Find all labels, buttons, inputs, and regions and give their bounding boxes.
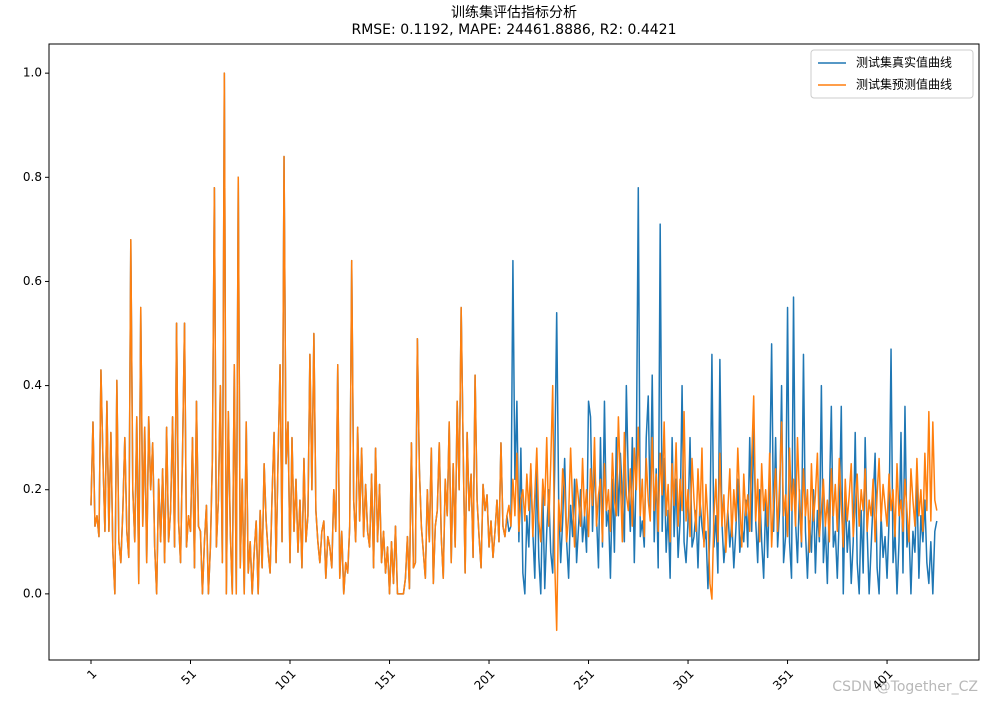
chart-title: 训练集评估指标分析 bbox=[451, 4, 577, 21]
y-tick-label: 0.8 bbox=[23, 170, 42, 184]
watermark: CSDN @Together_CZ bbox=[832, 679, 978, 695]
y-tick-label: 0.0 bbox=[23, 586, 42, 600]
legend-box bbox=[810, 49, 974, 99]
x-tick-label: 301 bbox=[671, 667, 697, 693]
x-tick-label: 351 bbox=[770, 667, 796, 693]
y-tick-label: 0.2 bbox=[23, 482, 42, 496]
plot-frame bbox=[48, 43, 980, 661]
x-tick-label: 201 bbox=[472, 667, 498, 693]
x-tick-label: 251 bbox=[571, 667, 597, 693]
chart-subtitle: RMSE: 0.1192, MAPE: 24461.8886, R2: 0.44… bbox=[351, 22, 676, 38]
legend-label: 测试集预测值曲线 bbox=[856, 77, 952, 92]
y-tick-label: 0.4 bbox=[23, 378, 42, 392]
x-tick-label: 51 bbox=[178, 667, 199, 688]
y-tick-label: 0.6 bbox=[23, 274, 42, 288]
series-line bbox=[90, 72, 938, 632]
y-tick-label: 1.0 bbox=[23, 66, 42, 80]
x-tick-label: 151 bbox=[372, 667, 398, 693]
legend-label: 测试集真实值曲线 bbox=[856, 55, 952, 70]
x-tick-label: 1 bbox=[84, 667, 99, 682]
x-tick-label: 101 bbox=[273, 667, 299, 693]
